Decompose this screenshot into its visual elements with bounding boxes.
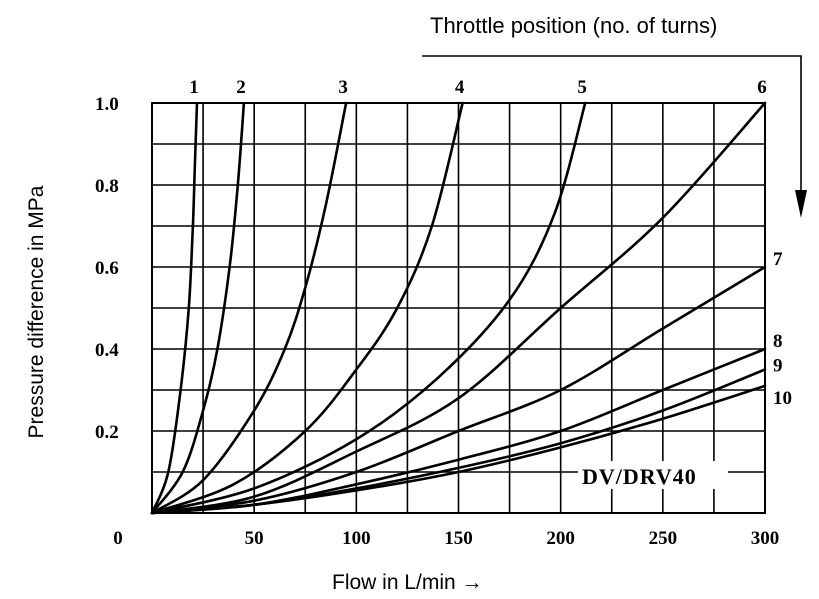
series-line-1 — [150, 101, 199, 515]
x-tick-label: 200 — [546, 528, 575, 549]
y-tick-label: 0.8 — [95, 176, 119, 197]
annotation-background — [578, 461, 728, 489]
title-arrowhead — [795, 190, 807, 218]
y-tick-label: 0.4 — [95, 340, 119, 361]
annotation-label: DV/DRV40 — [582, 464, 697, 489]
series-label-8: 8 — [773, 331, 783, 352]
title-arrow-line — [422, 55, 802, 205]
x-tick-label: 250 — [649, 528, 678, 549]
series-label-3: 3 — [338, 77, 348, 98]
y-tick-label: 0.2 — [95, 422, 119, 443]
chart-title: Throttle position (no. of turns) — [430, 13, 717, 38]
series-line-6 — [150, 101, 767, 515]
plot-frame — [151, 102, 766, 514]
series-line-5 — [150, 101, 587, 515]
y-tick-labels: 0.2 0.4 0.6 0.8 1.0 — [95, 94, 119, 443]
series-label-9: 9 — [773, 356, 783, 377]
series-label-1: 1 — [189, 77, 199, 98]
y-tick-label: 1.0 — [95, 94, 119, 115]
x-axis-label: Flow in L/min → — [332, 571, 483, 594]
series-line-3 — [150, 101, 348, 515]
series-label-10: 10 — [773, 388, 792, 409]
series-label-2: 2 — [236, 77, 246, 98]
x-tick-label: 0 — [113, 528, 123, 549]
x-tick-label: 300 — [751, 528, 780, 549]
series-label-5: 5 — [577, 77, 587, 98]
series-line-10 — [150, 384, 767, 515]
y-tick-label: 0.6 — [95, 258, 119, 279]
x-tick-labels: 0 50 100 150 200 250 300 — [113, 528, 779, 549]
x-tick-label: 50 — [245, 528, 264, 549]
series-labels: 1 2 3 4 5 6 7 8 9 10 — [189, 77, 792, 409]
grid — [152, 103, 765, 513]
series-label-4: 4 — [455, 77, 465, 98]
series-line-4 — [150, 101, 464, 515]
x-tick-label: 150 — [444, 528, 473, 549]
x-tick-label: 100 — [342, 528, 371, 549]
series-line-7 — [150, 265, 767, 515]
series-label-6: 6 — [757, 77, 767, 98]
series-group — [150, 101, 767, 515]
series-line-2 — [150, 101, 246, 515]
y-axis-label: Pressure difference in MPa — [25, 185, 48, 438]
series-label-7: 7 — [773, 249, 783, 270]
